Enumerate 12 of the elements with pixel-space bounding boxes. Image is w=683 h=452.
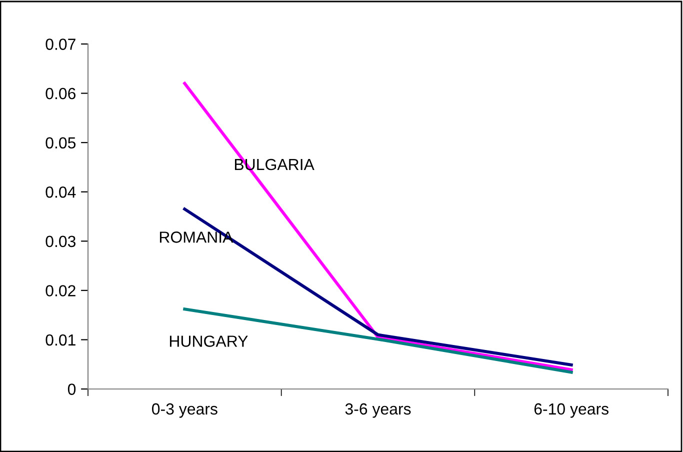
y-tick-label: 0.05 xyxy=(46,137,76,149)
x-tick-label: 6-10 years xyxy=(534,403,608,418)
y-tick-label: 0.01 xyxy=(46,334,76,346)
y-tick-label: 0.06 xyxy=(46,88,76,100)
y-tick-label: 0.07 xyxy=(46,38,76,50)
y-tick-label: 0.03 xyxy=(46,236,76,248)
y-tick-label: 0 xyxy=(68,384,76,395)
y-tick-label: 0.04 xyxy=(46,186,76,198)
y-tick-label: 0.02 xyxy=(46,285,76,296)
x-tick-label: 3-6 years xyxy=(345,403,411,418)
series-label: HUNGARY xyxy=(170,336,248,347)
x-tick-label: 0-3 years xyxy=(152,403,218,418)
